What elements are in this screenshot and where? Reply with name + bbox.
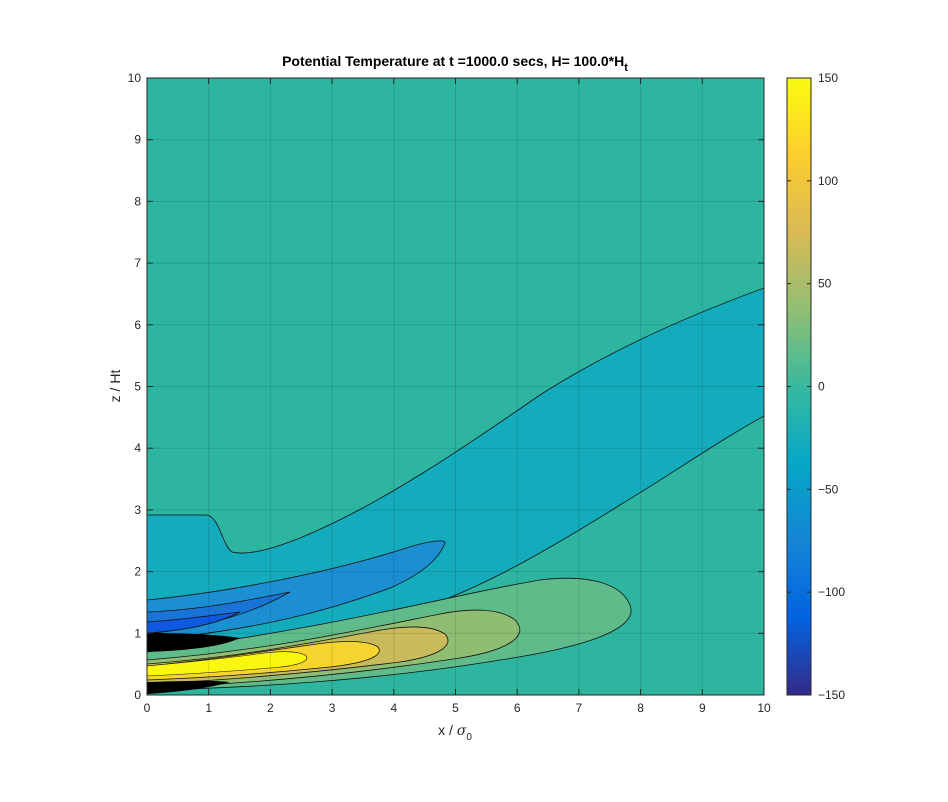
y-tick-label: 8 [134,194,141,208]
x-tick-label: 2 [267,701,274,715]
x-tick-label: 5 [452,701,459,715]
x-tick-label: 3 [329,701,336,715]
dense-contours-upper [147,633,240,652]
chart-title: Potential Temperature at t =1000.0 secs,… [282,53,628,74]
y-axis-label: z / Ht [107,370,123,403]
x-tick-label: 6 [514,701,521,715]
y-tick-label: 3 [134,503,141,517]
colorbar-tick-label: −100 [818,585,845,599]
x-tick-label: 1 [205,701,212,715]
x-tick-label: 7 [576,701,583,715]
x-tick-label: 4 [390,701,397,715]
x-tick-label: 10 [757,701,771,715]
x-axis-label: x / σ0 [438,722,472,743]
colorbar-tick-label: 50 [818,277,832,291]
x-tick-label: 9 [699,701,706,715]
colorbar: 150 100 50 0 −50 −100 −150 [786,71,845,702]
y-tick-label: 7 [134,256,141,270]
y-tick-label: 0 [134,688,141,702]
colorbar-tick-label: −50 [818,482,839,496]
y-tick-label: 10 [128,71,142,85]
dense-contours-lower [147,680,230,694]
colorbar-ticks: 150 100 50 0 −50 −100 −150 [787,71,845,702]
y-tick-label: 5 [134,380,141,394]
negative-lobe-inner-2 [147,611,241,634]
colorbar-tick-label: 150 [818,71,838,85]
colorbar-tick-label: 0 [818,380,825,394]
positive-core-max [147,651,308,677]
y-tick-label: 6 [134,318,141,332]
x-tick-label: 8 [637,701,644,715]
y-axis: 0 1 2 3 4 5 6 7 8 9 10 [128,71,764,702]
x-axis: 0 1 2 3 4 5 6 7 8 9 10 [144,78,771,715]
colorbar-tick-label: −150 [818,688,845,702]
y-tick-label: 4 [134,441,141,455]
colorbar-tick-label: 100 [818,174,838,188]
x-tick-label: 0 [144,701,151,715]
contour-fills [147,287,764,694]
y-tick-label: 1 [134,626,141,640]
y-tick-label: 9 [134,133,141,147]
plot-area [146,77,765,696]
y-tick-label: 2 [134,565,141,579]
grid-lines [147,78,764,695]
